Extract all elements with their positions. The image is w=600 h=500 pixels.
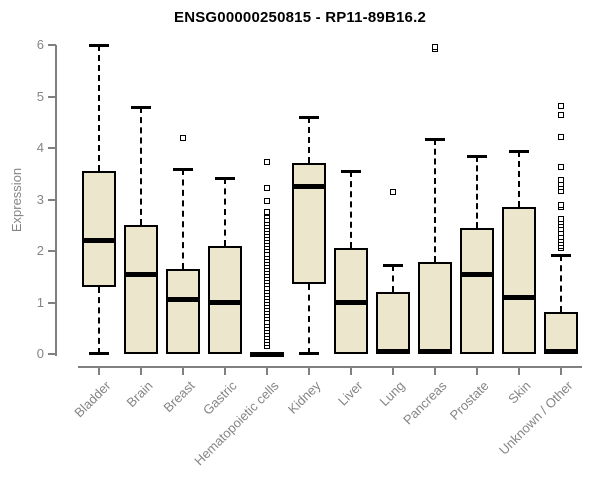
- x-axis-tick: [308, 366, 310, 375]
- median-line: [418, 348, 452, 354]
- upper-whisker: [224, 177, 226, 246]
- boxplot-box: [376, 292, 410, 354]
- x-axis-tick: [560, 366, 562, 375]
- x-axis-line: [78, 366, 582, 368]
- y-tick-label: 1: [36, 294, 44, 310]
- outlier-point: [558, 177, 564, 184]
- outlier-point: [558, 201, 564, 208]
- upper-whisker: [392, 264, 394, 293]
- y-tick-label: 2: [36, 243, 44, 258]
- y-axis-tick: [48, 353, 56, 355]
- x-axis-tick: [392, 366, 394, 375]
- outlier-point: [558, 215, 564, 222]
- y-axis-tick: [48, 198, 56, 201]
- x-axis-tick: [224, 366, 226, 375]
- upper-whisker-cap: [131, 105, 151, 109]
- median-line: [460, 271, 494, 277]
- y-tick-label: 6: [36, 37, 44, 52]
- outlier-point: [180, 134, 186, 141]
- upper-whisker: [560, 255, 562, 312]
- outlier-point: [264, 158, 270, 165]
- upper-whisker-cap: [215, 176, 235, 180]
- upper-whisker: [98, 45, 100, 172]
- median-line: [292, 184, 326, 190]
- y-axis-tick: [48, 95, 56, 98]
- outlier-point: [558, 102, 564, 109]
- upper-whisker: [350, 171, 352, 249]
- y-axis-tick: [48, 44, 56, 46]
- lower-whisker: [308, 284, 310, 354]
- boxplot-box: [292, 163, 326, 285]
- y-tick-label: 0: [36, 346, 44, 361]
- upper-whisker-cap: [509, 149, 529, 153]
- lower-whisker-cap: [89, 352, 109, 355]
- x-axis-tick: [350, 366, 352, 375]
- lower-whisker-cap: [299, 352, 319, 355]
- outlier-point: [558, 133, 564, 140]
- boxplot-box: [460, 227, 494, 354]
- boxplot-box: [124, 225, 158, 354]
- median-line: [166, 297, 200, 303]
- upper-whisker: [476, 155, 478, 228]
- upper-whisker-cap: [551, 254, 571, 258]
- outlier-point: [264, 208, 270, 215]
- y-tick-label: 5: [36, 88, 44, 104]
- outlier-point: [558, 112, 564, 119]
- median-line: [82, 238, 116, 244]
- boxplot-box: [166, 269, 200, 354]
- upper-whisker: [182, 168, 184, 270]
- outlier-point: [264, 185, 270, 192]
- upper-whisker: [308, 117, 310, 164]
- outlier-point: [264, 198, 270, 205]
- upper-whisker-cap: [299, 116, 319, 120]
- median-line: [124, 271, 158, 277]
- x-axis-tick: [140, 366, 142, 375]
- chart-title: ENSG00000250815 - RP11-89B16.2: [173, 9, 426, 26]
- median-line: [208, 300, 242, 305]
- upper-whisker-cap: [425, 137, 445, 141]
- y-axis-tick: [48, 147, 56, 149]
- boxplot-box: [82, 171, 116, 288]
- outlier-point: [432, 43, 438, 50]
- median-line: [544, 348, 578, 354]
- boxplot-box: [502, 207, 536, 354]
- upper-whisker-cap: [341, 170, 361, 174]
- x-axis-tick: [518, 366, 520, 375]
- x-axis-tick: [434, 366, 436, 375]
- boxplot-box: [208, 245, 242, 354]
- x-axis-tick: [182, 366, 184, 375]
- upper-whisker: [140, 106, 142, 226]
- outlier-point: [558, 163, 564, 170]
- x-axis-tick: [266, 366, 268, 375]
- boxplot-box: [544, 311, 578, 354]
- lower-whisker: [98, 287, 100, 354]
- boxplot-box: [418, 262, 452, 354]
- upper-whisker: [434, 138, 436, 263]
- x-axis-tick: [98, 366, 100, 375]
- upper-whisker: [518, 150, 520, 208]
- upper-whisker-cap: [383, 263, 403, 267]
- upper-whisker-cap: [467, 154, 487, 158]
- y-tick-label: 4: [36, 140, 44, 155]
- median-line: [334, 300, 368, 305]
- y-axis-tick: [48, 301, 56, 304]
- median-line: [376, 348, 410, 354]
- median-line: [250, 351, 284, 357]
- x-axis-tick: [476, 366, 478, 375]
- median-line: [502, 294, 536, 300]
- y-axis-tick: [48, 250, 56, 252]
- outlier-point: [390, 189, 396, 196]
- upper-whisker-cap: [89, 44, 109, 47]
- y-tick-label: 3: [36, 191, 44, 207]
- y-axis-line: [55, 45, 57, 356]
- upper-whisker-cap: [173, 167, 193, 171]
